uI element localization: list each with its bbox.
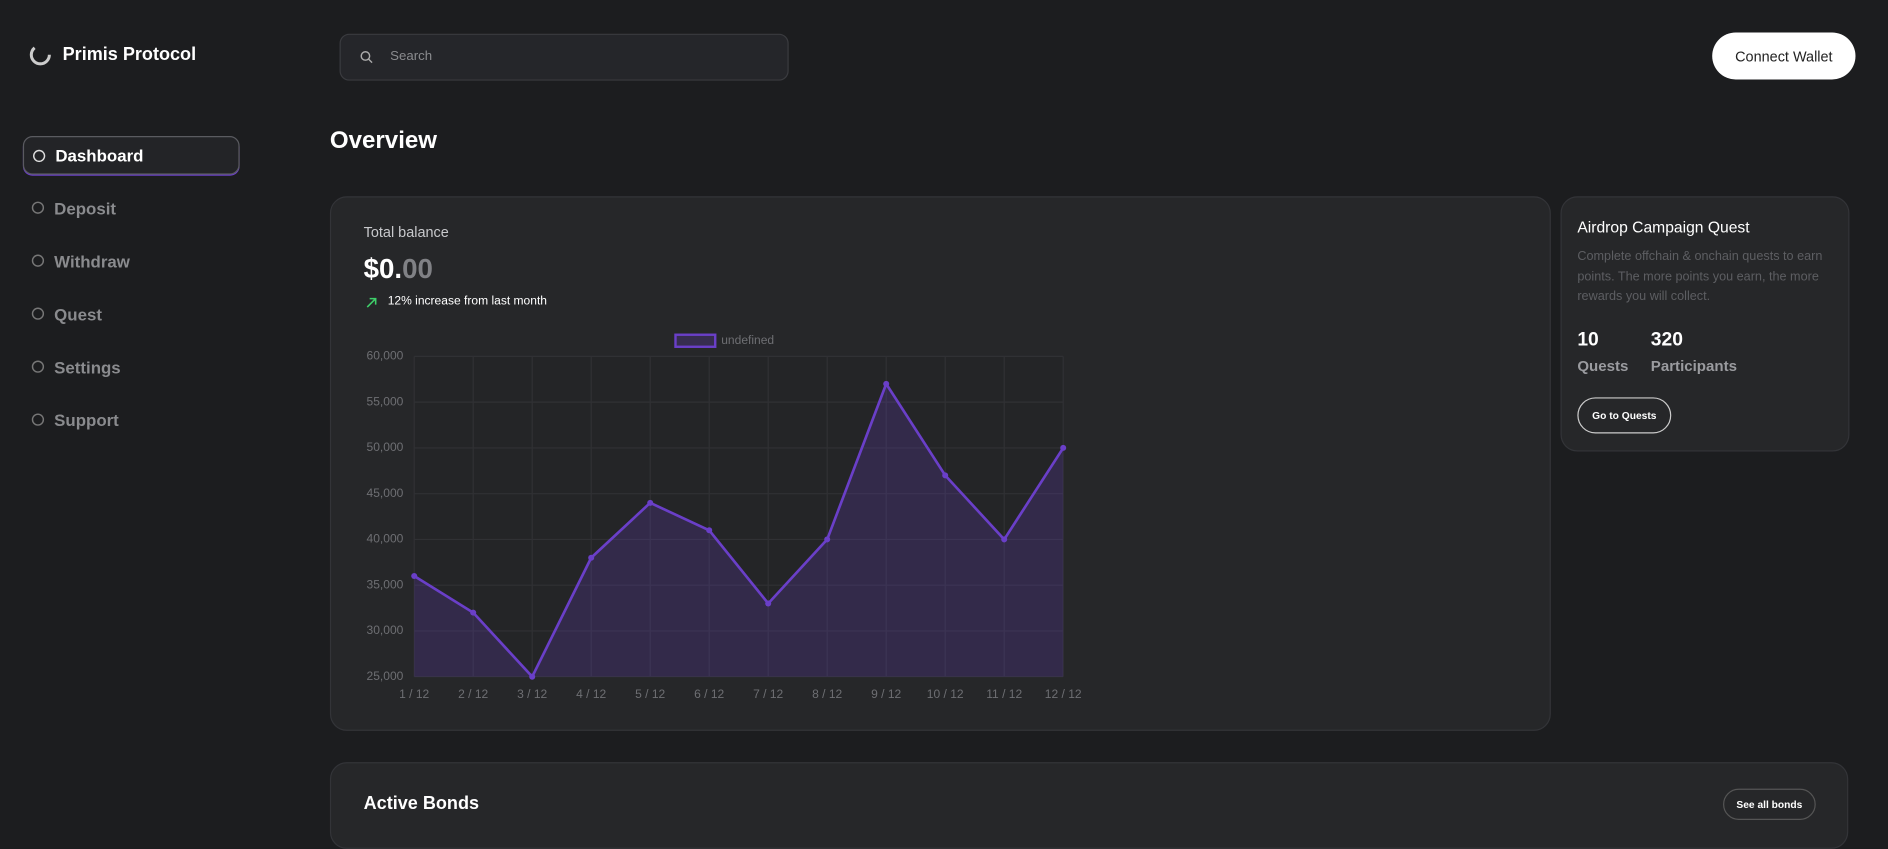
search-placeholder: Search xyxy=(390,49,433,64)
quest-card: Airdrop Campaign Quest Complete offchain… xyxy=(1560,196,1850,452)
x-tick-label: 6 / 12 xyxy=(694,687,724,701)
nav-label: Support xyxy=(54,410,119,430)
nav-label: Dashboard xyxy=(55,145,144,165)
stat-value: 320 xyxy=(1650,329,1683,351)
x-tick-label: 3 / 12 xyxy=(517,687,547,701)
data-point xyxy=(883,380,890,387)
x-tick-label: 2 / 12 xyxy=(458,687,488,701)
legend-swatch xyxy=(674,333,717,348)
y-tick-label: 35,000 xyxy=(367,577,404,591)
bonds-title: Active Bonds xyxy=(363,793,480,814)
y-tick-label: 25,000 xyxy=(367,669,404,683)
nav-item[interactable]: Dashboard xyxy=(22,136,240,175)
stat-label: Quests xyxy=(1577,357,1629,375)
line xyxy=(413,380,1065,680)
plot-background xyxy=(414,356,1064,677)
nav-icon xyxy=(32,149,46,163)
see-all-bonds-button[interactable]: See all bonds xyxy=(1723,788,1816,820)
nav-item[interactable]: Settings xyxy=(23,348,240,387)
nav-icon xyxy=(31,201,45,214)
data-point xyxy=(470,609,477,616)
quest-title: Airdrop Campaign Quest xyxy=(1577,217,1750,236)
x-tick-label: 12 / 12 xyxy=(1045,687,1082,701)
data-point xyxy=(588,554,595,561)
data-point xyxy=(1001,536,1008,543)
y-tick-label: 30,000 xyxy=(367,623,404,637)
data-point xyxy=(706,527,713,534)
quest-description: Complete offchain & onchain quests to ea… xyxy=(1577,249,1823,304)
data-point xyxy=(942,472,949,479)
y-tick-label: 50,000 xyxy=(367,440,404,454)
data-point xyxy=(824,536,831,543)
nav-item[interactable]: Deposit xyxy=(23,189,240,228)
body: Primis Protocol Search Connect Wallet Da… xyxy=(22,32,1856,849)
search-icon xyxy=(360,51,373,64)
nav-icon xyxy=(31,413,45,426)
nav-icon xyxy=(31,307,45,320)
app: Primis Protocol Search Connect Wallet Da… xyxy=(22,32,1856,849)
x-tick-label: 9 / 12 xyxy=(871,687,901,701)
y-tick-label: 45,000 xyxy=(367,486,404,500)
nav-item[interactable]: Withdraw xyxy=(23,242,240,281)
balance-label: Total balance xyxy=(363,223,449,241)
page-title: Overview xyxy=(329,127,438,155)
nav-item[interactable]: Quest xyxy=(23,295,240,334)
logo xyxy=(29,44,51,66)
nav-item[interactable]: Support xyxy=(23,401,240,440)
x-tick-label: 1 / 12 xyxy=(399,687,429,701)
trend-icon xyxy=(366,297,377,308)
y-tick-label: 40,000 xyxy=(367,532,404,546)
x-tick-label: 11 / 12 xyxy=(986,687,1022,701)
nav-icon xyxy=(31,254,45,267)
connect-wallet-button[interactable]: Connect Wallet xyxy=(1712,32,1856,80)
stat-label: Participants xyxy=(1650,357,1737,375)
legend-label: undefined xyxy=(721,333,774,347)
go-to-quests-button[interactable]: Go to Quests xyxy=(1577,397,1672,434)
y-tick-label: 60,000 xyxy=(367,349,404,363)
balance-cents: 00 xyxy=(402,252,433,285)
nav-label: Withdraw xyxy=(54,251,130,271)
x-tick-label: 5 / 12 xyxy=(635,687,665,701)
balance-amount: $0.00 xyxy=(364,253,433,286)
balance-main: $0. xyxy=(363,252,403,285)
x-tick-label: 10 / 12 xyxy=(927,687,964,701)
area-fill xyxy=(414,383,1064,677)
page: Primis Protocol {"brand": {"name": "Prim… xyxy=(22,32,1856,849)
nav-icon xyxy=(31,360,45,373)
nav-label: Settings xyxy=(54,357,121,377)
brand-name: Primis Protocol xyxy=(62,44,197,66)
nav-label: Deposit xyxy=(54,198,117,218)
search-box[interactable]: Search xyxy=(339,33,789,81)
x-tick-label: 8 / 12 xyxy=(812,687,842,701)
data-point xyxy=(529,673,536,680)
y-tick-label: 55,000 xyxy=(367,394,404,408)
bonds-card: Active Bonds See all bonds xyxy=(329,762,1849,849)
nav-label: Quest xyxy=(54,304,102,324)
data-point xyxy=(647,499,654,506)
data-point xyxy=(1060,444,1067,451)
balance-change: 12% increase from last month xyxy=(387,294,547,309)
x-tick-label: 7 / 12 xyxy=(753,687,783,701)
data-point xyxy=(411,573,418,580)
data-point xyxy=(765,600,772,607)
x-tick-label: 4 / 12 xyxy=(576,687,606,701)
line-chart: 25,000 30,000 35,000 40,000 45,000 50,000 55,0… xyxy=(367,333,1082,701)
stat-value: 10 xyxy=(1577,329,1599,351)
